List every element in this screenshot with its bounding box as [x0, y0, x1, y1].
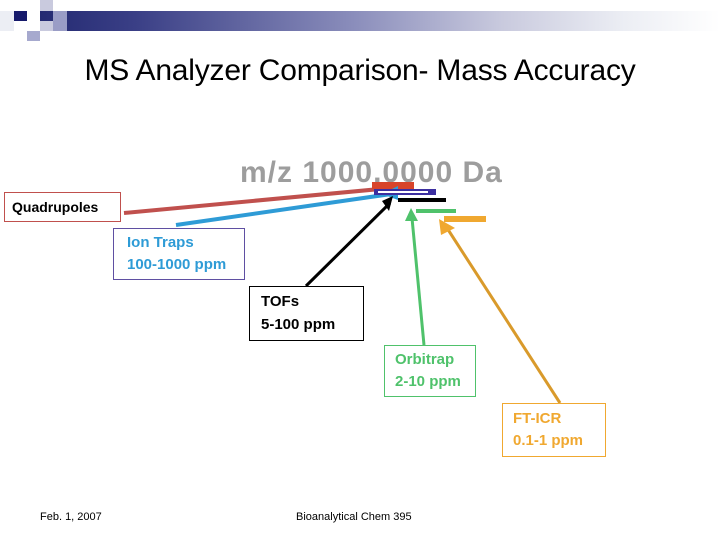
ion-traps-pointer	[175, 186, 436, 227]
callout-ft-icr[interactable]: FT-ICR 0.1-1 ppm	[502, 403, 606, 457]
mass-value-label: m/z 1000.0000 Da	[240, 156, 503, 189]
callout-ion-traps[interactable]: Ion Traps 100-1000 ppm	[113, 228, 245, 280]
orbitrap-pointer	[405, 208, 456, 346]
callout-tofs[interactable]: TOFs 5-100 ppm	[249, 286, 364, 341]
callout-quadrupoles-name: Quadrupoles	[12, 198, 99, 215]
callout-quadrupoles[interactable]: Quadrupoles	[4, 192, 121, 222]
footer-date: Feb. 1, 2007	[40, 511, 102, 523]
tofs-pointer	[304, 196, 446, 288]
callout-orbitrap[interactable]: Orbitrap 2-10 ppm	[384, 345, 476, 397]
callout-ion-traps-name: Ion Traps	[127, 233, 194, 251]
callout-orbitrap-name: Orbitrap	[395, 350, 455, 368]
callout-ft-icr-accuracy: 0.1-1 ppm	[513, 432, 584, 449]
page-title: MS Analyzer Comparison- Mass Accuracy	[84, 54, 636, 87]
quadrupoles-pointer	[123, 182, 414, 215]
ft-icr-pointer	[439, 216, 562, 404]
callout-orbitrap-accuracy: 2-10 ppm	[395, 373, 461, 390]
callout-ion-traps-accuracy: 100-1000 ppm	[127, 256, 227, 273]
callout-ft-icr-name: FT-ICR	[513, 409, 562, 427]
footer-course: Bioanalytical Chem 395	[296, 511, 412, 523]
callout-tofs-accuracy: 5-100 ppm	[261, 315, 336, 333]
callout-tofs-name: TOFs	[261, 293, 300, 310]
